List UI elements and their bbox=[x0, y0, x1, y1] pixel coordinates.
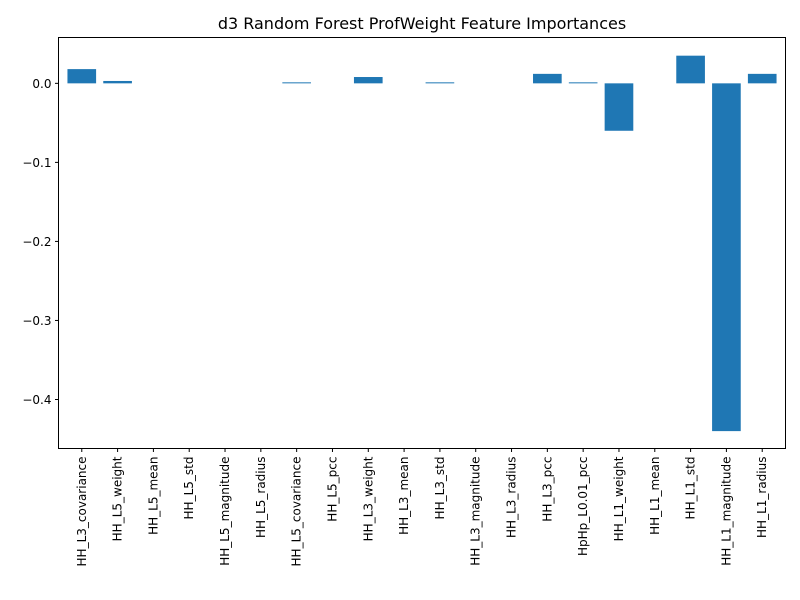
bar-HH_L3_covariance bbox=[67, 69, 97, 84]
plot-frame bbox=[58, 37, 786, 449]
bar-HH_L3_weight bbox=[353, 77, 383, 84]
x-tick-label: HH_L1_mean bbox=[648, 457, 662, 535]
y-axis: 0.0 −0.1 −0.2 −0.3 −0.4 bbox=[22, 77, 59, 407]
x-tick-label: HH_L1_std bbox=[684, 457, 698, 520]
bar-HH_L3_std bbox=[425, 82, 455, 84]
bar-HH_L5_covariance bbox=[282, 82, 311, 84]
x-tick-label: HH_L5_weight bbox=[111, 456, 125, 541]
chart-title: d3 Random Forest ProfWeight Feature Impo… bbox=[218, 14, 626, 33]
x-axis: HH_L3_covariance HH_L5_weight HH_L5_mean HH… bbox=[75, 448, 769, 567]
bar-HH_L3_pcc bbox=[533, 73, 562, 84]
bar-group bbox=[67, 55, 777, 432]
x-tick-label: HH_L5_radius bbox=[254, 457, 268, 538]
x-tick-label: HH_L5_mean bbox=[146, 457, 160, 535]
y-tick-label: −0.1 bbox=[22, 156, 51, 170]
x-tick-label: HH_L3_mean bbox=[397, 457, 411, 535]
bar-HH_L1_std bbox=[676, 55, 705, 84]
x-tick-label: HH_L3_pcc bbox=[540, 457, 554, 522]
x-tick-label: HH_L3_magnitude bbox=[469, 457, 483, 566]
bar-HH_L1_radius bbox=[747, 73, 777, 84]
x-tick-label: HH_L5_pcc bbox=[325, 457, 339, 522]
y-tick-label: −0.4 bbox=[22, 393, 51, 407]
y-tick-label: −0.3 bbox=[22, 314, 51, 328]
x-tick-label: HH_L5_std bbox=[182, 457, 196, 520]
x-tick-label: HH_L3_weight bbox=[361, 456, 375, 541]
y-tick-label: −0.2 bbox=[22, 235, 51, 249]
x-tick-label: HH_L5_covariance bbox=[290, 457, 304, 567]
bar-HH_L5_weight bbox=[103, 80, 132, 84]
bar-HH_L1_magnitude bbox=[712, 83, 741, 432]
x-tick-label: HH_L5_magnitude bbox=[218, 457, 232, 566]
y-tick-label: 0.0 bbox=[32, 77, 51, 91]
bar-HH_L1_weight bbox=[604, 83, 634, 131]
bar-HpHp_L0.01_pcc bbox=[568, 82, 598, 84]
x-tick-label: HH_L1_radius bbox=[755, 457, 769, 538]
x-tick-label: HH_L3_std bbox=[433, 457, 447, 520]
x-tick-label: HH_L1_magnitude bbox=[719, 457, 733, 566]
x-tick-label: HH_L1_weight bbox=[612, 456, 626, 541]
x-tick-label: HH_L3_covariance bbox=[75, 457, 89, 567]
x-tick-label: HH_L3_radius bbox=[505, 457, 519, 538]
x-tick-label: HpHp_L0.01_pcc bbox=[576, 457, 590, 557]
